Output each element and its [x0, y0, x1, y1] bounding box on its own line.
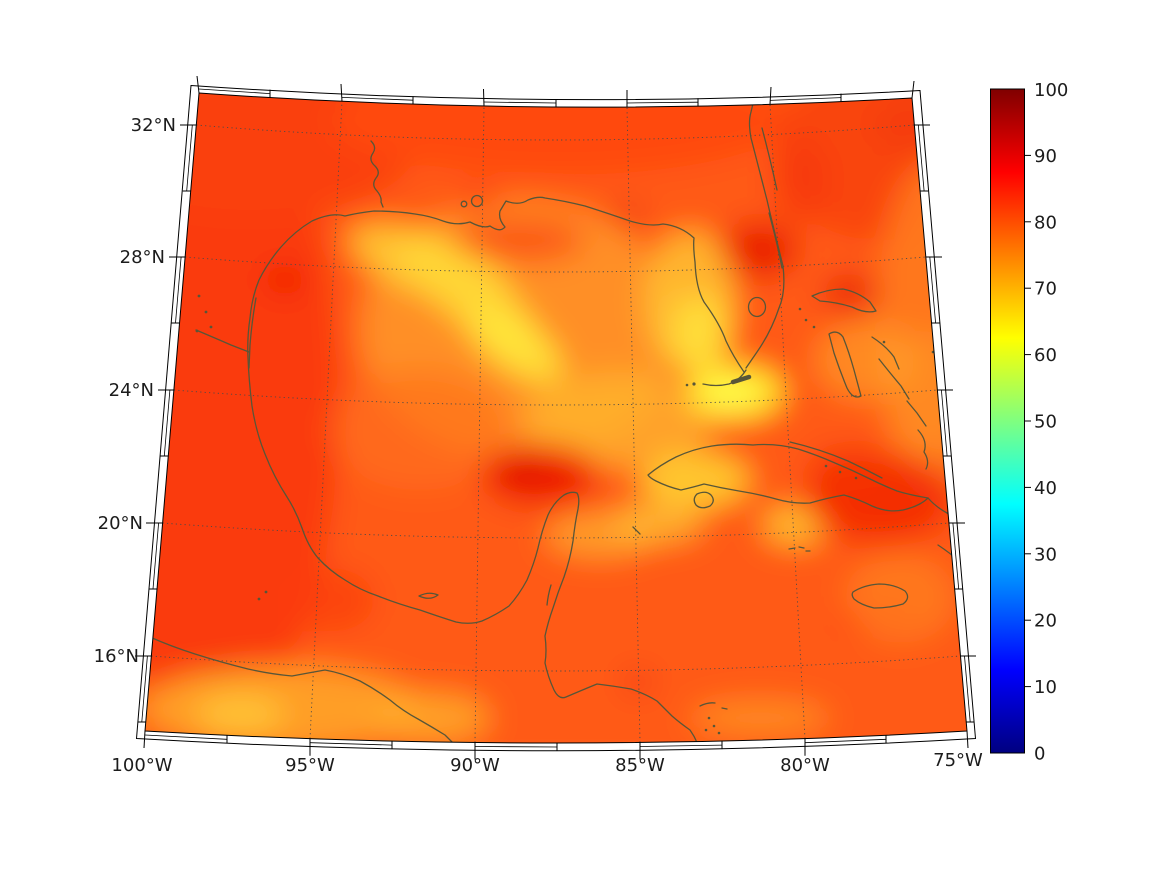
- coastline-pacific: [149, 636, 453, 743]
- lon-tick-label-95w: 95°W: [285, 755, 335, 776]
- lat-tick-label-28n: 28°N: [120, 247, 165, 268]
- lat-tick-label-20n: 20°N: [98, 513, 143, 534]
- colorbar-label-10: 10: [1034, 677, 1057, 698]
- colorbar: 100 90 80 70 60 50 40 30 20 10 0: [990, 80, 1068, 765]
- colorbar-label-50: 50: [1034, 412, 1057, 433]
- colorbar-tick-labels: 100 90 80 70 60 50 40 30 20 10 0: [1034, 80, 1068, 765]
- colorbar-label-20: 20: [1034, 611, 1057, 632]
- lon-tick-label-75w: 75°W: [933, 750, 983, 771]
- lon-tick-label-90w: 90°W: [450, 755, 500, 776]
- colorbar-label-30: 30: [1034, 544, 1057, 565]
- lake-okeechobee: [747, 296, 767, 318]
- coastline-florida-keys: [702, 369, 747, 387]
- coastline-cuba: [647, 443, 929, 512]
- colorbar-label-70: 70: [1034, 279, 1057, 300]
- colorbar-label-90: 90: [1034, 146, 1057, 167]
- lat-tick-label-32n: 32°N: [131, 115, 176, 136]
- colorbar-label-80: 80: [1034, 212, 1057, 233]
- colorbar-label-100: 100: [1034, 80, 1068, 101]
- coastlines: [149, 94, 967, 743]
- colorbar-label-0: 0: [1034, 744, 1045, 765]
- coastline-mainland: [745, 94, 785, 369]
- colorbar-gradient: [990, 89, 1025, 753]
- lat-tick-label-24n: 24°N: [109, 380, 154, 401]
- heatmap-field: [145, 93, 967, 743]
- lat-axis-labels: 32°N 28°N 24°N 20°N 16°N: [94, 115, 176, 667]
- lon-axis-labels: 100°W 95°W 90°W 85°W 80°W 75°W: [111, 750, 983, 776]
- colorbar-label-40: 40: [1034, 478, 1057, 499]
- lon-tick-label-85w: 85°W: [615, 755, 665, 776]
- mississippi-river: [370, 140, 384, 208]
- coastline-bahamas: [798, 288, 935, 427]
- lon-tick-label-80w: 80°W: [780, 755, 830, 776]
- lon-tick-label-100w: 100°W: [111, 755, 172, 776]
- map-frame: [135, 75, 977, 760]
- colorbar-label-60: 60: [1034, 345, 1057, 366]
- lat-tick-label-16n: 16°N: [94, 646, 139, 667]
- coastline-jamaica: [851, 583, 909, 609]
- graticule: [151, 101, 961, 743]
